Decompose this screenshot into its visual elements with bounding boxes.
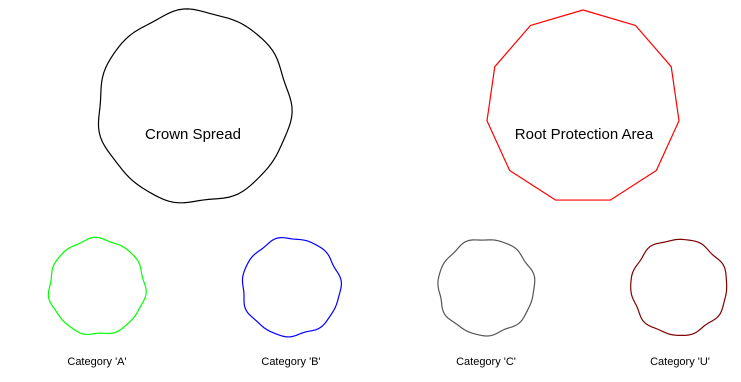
- category-u-symbol: Category 'U': [630, 238, 728, 368]
- root-protection-area-outline: [486, 9, 680, 201]
- root-protection-area-label: Root Protection Area: [515, 126, 654, 143]
- category-b-outline: [241, 237, 342, 338]
- category-c-label: Category 'C': [456, 356, 516, 368]
- crown-spread-symbol: Crown Spread: [97, 8, 293, 204]
- category-u-outline: [630, 238, 728, 336]
- crown-spread-label: Crown Spread: [145, 126, 241, 143]
- category-b-symbol: Category 'B': [241, 237, 342, 368]
- category-a-outline: [47, 236, 147, 336]
- category-u-label: Category 'U': [650, 356, 710, 368]
- category-b-label: Category 'B': [261, 356, 320, 368]
- category-c-outline: [437, 239, 536, 337]
- crown-spread-outline: [97, 8, 293, 204]
- category-c-symbol: Category 'C': [437, 239, 536, 368]
- category-a-symbol: Category 'A': [47, 236, 147, 368]
- root-protection-area-symbol: Root Protection Area: [486, 9, 680, 201]
- category-a-label: Category 'A': [67, 356, 126, 368]
